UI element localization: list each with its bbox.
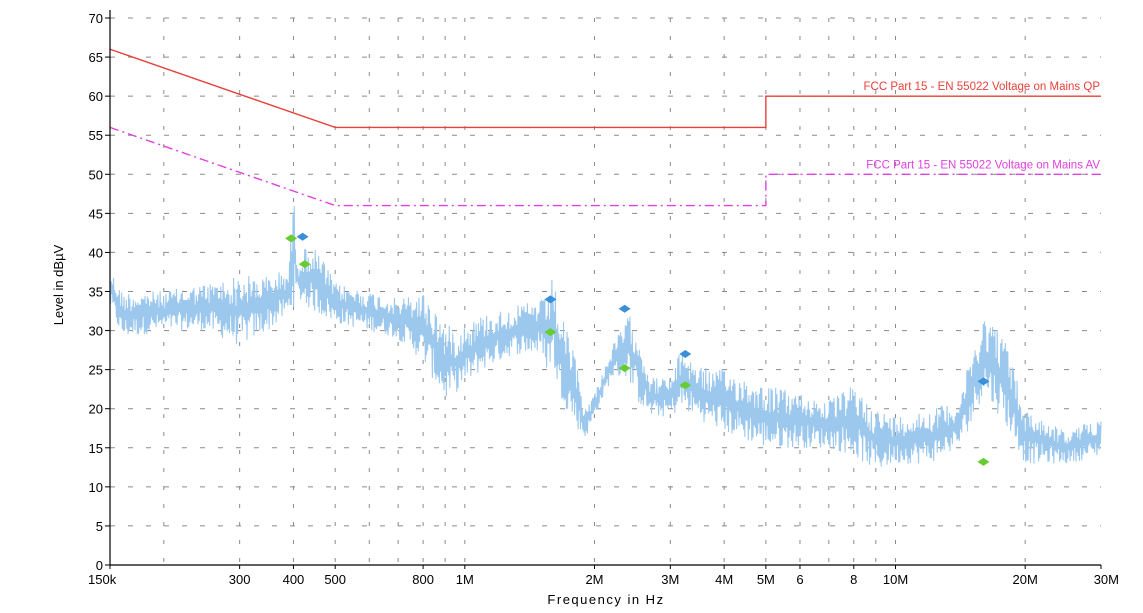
x-axis-title: Frequency in Hz [547,592,664,607]
y-tick-label: 25 [89,363,103,378]
measurement-trace [109,205,1102,467]
y-tick-label: 15 [89,441,103,456]
av-limit-line [109,126,1101,207]
qp-limit-label: FCC Part 15 - EN 55022 Voltage on Mains … [863,81,1100,93]
av-limit-label: FCC Part 15 - EN 55022 Voltage on Mains … [866,159,1100,171]
y-tick-label: 35 [89,285,103,300]
x-tick-label: 1M [456,572,474,587]
y-tick-label: 0 [96,558,103,573]
peak-markers [285,232,990,466]
limit-labels: FCC Part 15 - EN 55022 Voltage on Mains … [863,81,1100,171]
peak-marker [618,364,631,373]
peak-marker [679,381,692,390]
peak-marker [285,234,298,243]
x-tick-label: 3M [661,572,679,587]
peak-marker [544,295,557,304]
y-tick-label: 5 [96,519,103,534]
x-tick-label: 400 [283,572,305,587]
measurement-trace-line [109,205,1102,467]
y-tick-label: 70 [89,11,103,26]
grid-lines [110,17,1101,565]
peak-marker [618,304,631,313]
x-tick-label: 8 [850,572,857,587]
x-tick-label: 5M [757,572,775,587]
y-tick-label: 30 [89,324,103,339]
peak-marker [679,350,692,359]
x-tick-label: 300 [229,572,251,587]
limit-lines [109,48,1101,207]
y-tick-label: 55 [89,128,103,143]
x-tick-label: 30M [1094,572,1119,587]
y-tick-label: 60 [89,89,103,104]
y-tick-label: 20 [89,402,103,417]
peak-marker [977,377,990,386]
peak-marker [296,232,309,241]
x-tick-label: 500 [324,572,346,587]
x-tick-label: 2M [585,572,603,587]
x-tick-label: 150k [88,572,117,587]
peak-marker [977,457,990,466]
y-tick-label: 65 [89,50,103,65]
peak-marker [544,328,557,337]
x-tick-label: 6 [796,572,803,587]
peak-marker [298,260,311,269]
x-tick-label: 800 [412,572,434,587]
x-tick-label: 4M [715,572,733,587]
axes [105,10,1102,569]
y-tick-label: 50 [89,167,103,182]
x-tick-label: 20M [1013,572,1038,587]
y-tick-label: 45 [89,206,103,221]
y-axis-title: Level in dBµV [51,244,66,325]
tick-labels: 0 5 10 15 20 25 30 35 40 45 50 55 60 65 70 150k 300 400 50… [88,11,1119,587]
y-tick-label: 10 [89,480,103,495]
x-tick-label: 10M [883,572,908,587]
y-tick-label: 40 [89,245,103,260]
qp-limit-line [109,48,1101,129]
